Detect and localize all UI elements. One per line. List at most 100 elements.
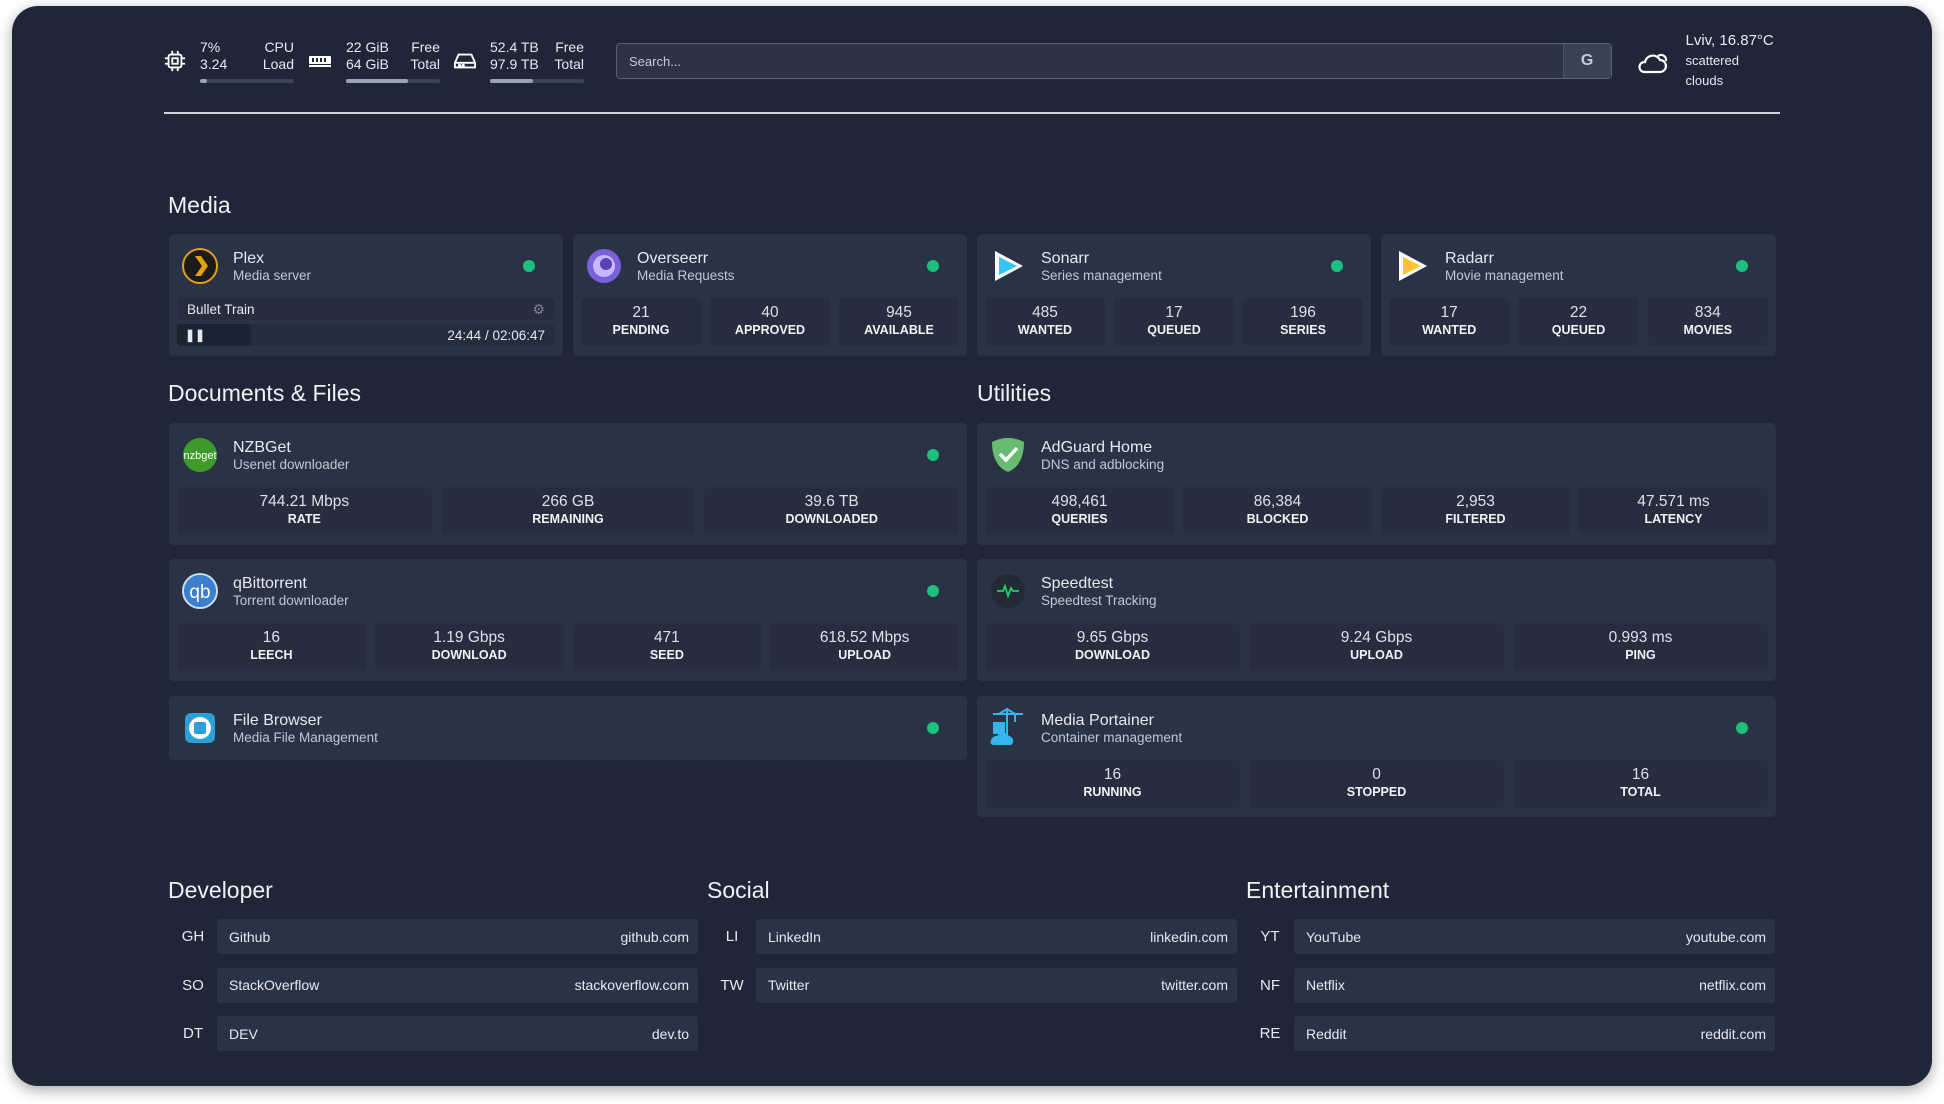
stat-label: MOVIES <box>1683 323 1733 337</box>
bookmark-link[interactable]: Github github.com <box>217 919 698 954</box>
stat-value: 1.19 Gbps <box>433 629 505 646</box>
stat-value: 485 <box>1032 304 1058 321</box>
bookmark-twitter[interactable]: TW Twitter twitter.com <box>708 967 1237 1003</box>
radarr-icon <box>1393 247 1431 285</box>
bar-fill <box>200 79 207 83</box>
stat-label: TOTAL <box>1620 785 1661 799</box>
stat-filtered: 2,953 FILTERED <box>1381 487 1570 535</box>
bookmark-abbr: YT <box>1260 928 1280 945</box>
pause-icon[interactable]: ❚❚ <box>185 328 206 342</box>
filebrowser-card[interactable]: File Browser Media File Management <box>169 696 967 760</box>
bookmark-name: YouTube <box>1306 928 1362 945</box>
card-subtitle: Torrent downloader <box>233 593 349 608</box>
bookmark-linkedin[interactable]: LI LinkedIn linkedin.com <box>708 919 1237 954</box>
stat-value: 498,461 <box>1051 493 1108 510</box>
card-text: Sonarr Series management <box>1041 249 1162 283</box>
stat-movies: 834 MOVIES <box>1647 298 1768 346</box>
radarr-card[interactable]: Radarr Movie management 17 WANTED 22 QUEUED 83… <box>1381 234 1776 356</box>
plex-card[interactable]: Plex Media server Bullet Train ⚙ ❚❚ 24:44 / 0… <box>169 234 563 356</box>
card-title: Overseerr <box>637 250 709 267</box>
section-title-developer: Developer <box>168 877 273 903</box>
stat-download: 1.19 Gbps DOWNLOAD <box>374 623 564 671</box>
bookmark-url: dev.to <box>651 1025 689 1042</box>
stat-wanted: 17 WANTED <box>1389 298 1510 346</box>
bookmark-name: Reddit <box>1306 1025 1347 1042</box>
qbittorrent-card[interactable]: qb qBittorrent Torrent downloader 16 LEECH 1.… <box>169 559 967 681</box>
bookmark-link[interactable]: LinkedIn linkedin.com <box>756 919 1237 954</box>
stat-label: AVAILABLE <box>864 323 934 337</box>
sonarr-card[interactable]: Sonarr Series management 485 WANTED 17 QUEUED… <box>977 234 1371 356</box>
memory-bar <box>346 79 440 83</box>
bookmark-abbr: GH <box>181 928 205 945</box>
search-engine-button[interactable]: G <box>1562 44 1611 78</box>
overseerr-card[interactable]: Overseerr Media Requests 21 PENDING 40 APPROV… <box>573 234 967 356</box>
stats-row: 9.65 Gbps DOWNLOAD 9.24 Gbps UPLOAD 0.993 ms… <box>985 623 1768 671</box>
stat-value: 21 <box>632 304 650 321</box>
stat-label: RUNNING <box>1083 785 1142 799</box>
stat-value: 471 <box>653 629 680 646</box>
stat-label: SEED <box>649 648 684 662</box>
card-subtitle: Container management <box>1041 730 1183 745</box>
bookmark-link[interactable]: YouTube youtube.com <box>1294 919 1775 954</box>
cpu-label: CPU <box>264 39 294 55</box>
status-dot <box>523 260 535 272</box>
stat-label: UPLOAD <box>1350 648 1403 662</box>
stat-label: QUEUED <box>1551 323 1606 337</box>
now-playing-title: Bullet Train <box>187 301 255 317</box>
bookmark-github[interactable]: GH Github github.com <box>169 919 698 954</box>
settings-icon[interactable]: ⚙ <box>532 300 545 317</box>
stat-wanted: 485 WANTED <box>985 298 1105 346</box>
stat-value: 834 <box>1694 304 1721 321</box>
stat-value: 618.52 Mbps <box>819 629 910 646</box>
stat-value: 40 <box>761 304 779 321</box>
bookmark-abbr: SO <box>182 976 204 994</box>
portainer-card[interactable]: Media Portainer Container management 16 RUN… <box>977 696 1776 817</box>
card-title: Media Portainer <box>1041 712 1154 729</box>
bookmark-youtube[interactable]: YT YouTube youtube.com <box>1246 919 1775 954</box>
search-placeholder: Search... <box>629 53 682 69</box>
nzbget-icon: nzbget <box>181 436 219 474</box>
card-subtitle: DNS and adblocking <box>1041 457 1165 472</box>
card-header: AdGuard Home DNS and adblocking <box>985 423 1768 487</box>
bookmark-netflix[interactable]: NF Netflix netflix.com <box>1246 967 1775 1003</box>
bookmark-dev[interactable]: DT DEV dev.to <box>169 1016 698 1051</box>
stat-value: 17 <box>1440 304 1458 321</box>
status-dot <box>1736 260 1748 272</box>
bookmark-reddit[interactable]: RE Reddit reddit.com <box>1246 1016 1775 1051</box>
disk-free: 52.4 TB <box>490 39 539 55</box>
bookmark-link[interactable]: DEV dev.to <box>217 1016 698 1051</box>
bookmark-link[interactable]: Netflix netflix.com <box>1294 967 1775 1003</box>
bookmark-abbr: NF <box>1260 976 1280 994</box>
sonarr-icon <box>989 247 1027 285</box>
memory-icon <box>309 56 331 67</box>
section-title-social: Social <box>707 877 770 903</box>
bookmark-link[interactable]: StackOverflow stackoverflow.com <box>217 967 698 1003</box>
card-title: Speedtest <box>1041 575 1114 592</box>
stat-label: QUEUED <box>1147 323 1201 337</box>
cpu-widget: 7% CPU 3.24 Load <box>164 39 294 83</box>
bookmark-stackoverflow[interactable]: SO StackOverflow stackoverflow.com <box>169 967 698 1003</box>
weather-widget: Lviv, 16.87°C scattered clouds <box>1636 31 1780 91</box>
bookmark-link[interactable]: Twitter twitter.com <box>756 967 1237 1003</box>
card-text: NZBGet Usenet downloader <box>233 438 349 472</box>
search-input[interactable]: Search... G <box>616 43 1612 79</box>
speedtest-pulse-icon <box>989 572 1027 610</box>
card-title: File Browser <box>233 712 322 729</box>
card-text: Overseerr Media Requests <box>637 249 735 283</box>
speedtest-card[interactable]: Speedtest Speedtest Tracking 9.65 Gbps DOWN… <box>977 559 1776 681</box>
adguard-card[interactable]: AdGuard Home DNS and adblocking 498,461 QUE… <box>977 423 1776 545</box>
memory-widget: 22 GiB Free 64 GiB Total <box>308 39 440 83</box>
bookmark-name: Twitter <box>768 977 810 993</box>
bookmark-name: LinkedIn <box>768 928 821 945</box>
disk-total: 97.9 TB <box>490 56 539 72</box>
now-playing-title-row: Bullet Train ⚙ <box>177 298 555 320</box>
memory-total: 64 GiB <box>346 56 389 72</box>
status-dot <box>927 722 939 734</box>
stat-value: 2,953 <box>1456 493 1495 510</box>
stat-value: 9.65 Gbps <box>1076 629 1149 646</box>
nzbget-card[interactable]: nzbget NZBGet Usenet downloader 744.21 Mbps… <box>169 423 967 545</box>
bookmark-link[interactable]: Reddit reddit.com <box>1294 1016 1775 1051</box>
adguard-shield-icon <box>989 436 1027 474</box>
bookmark-abbr: RE <box>1259 1025 1281 1042</box>
bookmark-url: linkedin.com <box>1150 928 1228 945</box>
